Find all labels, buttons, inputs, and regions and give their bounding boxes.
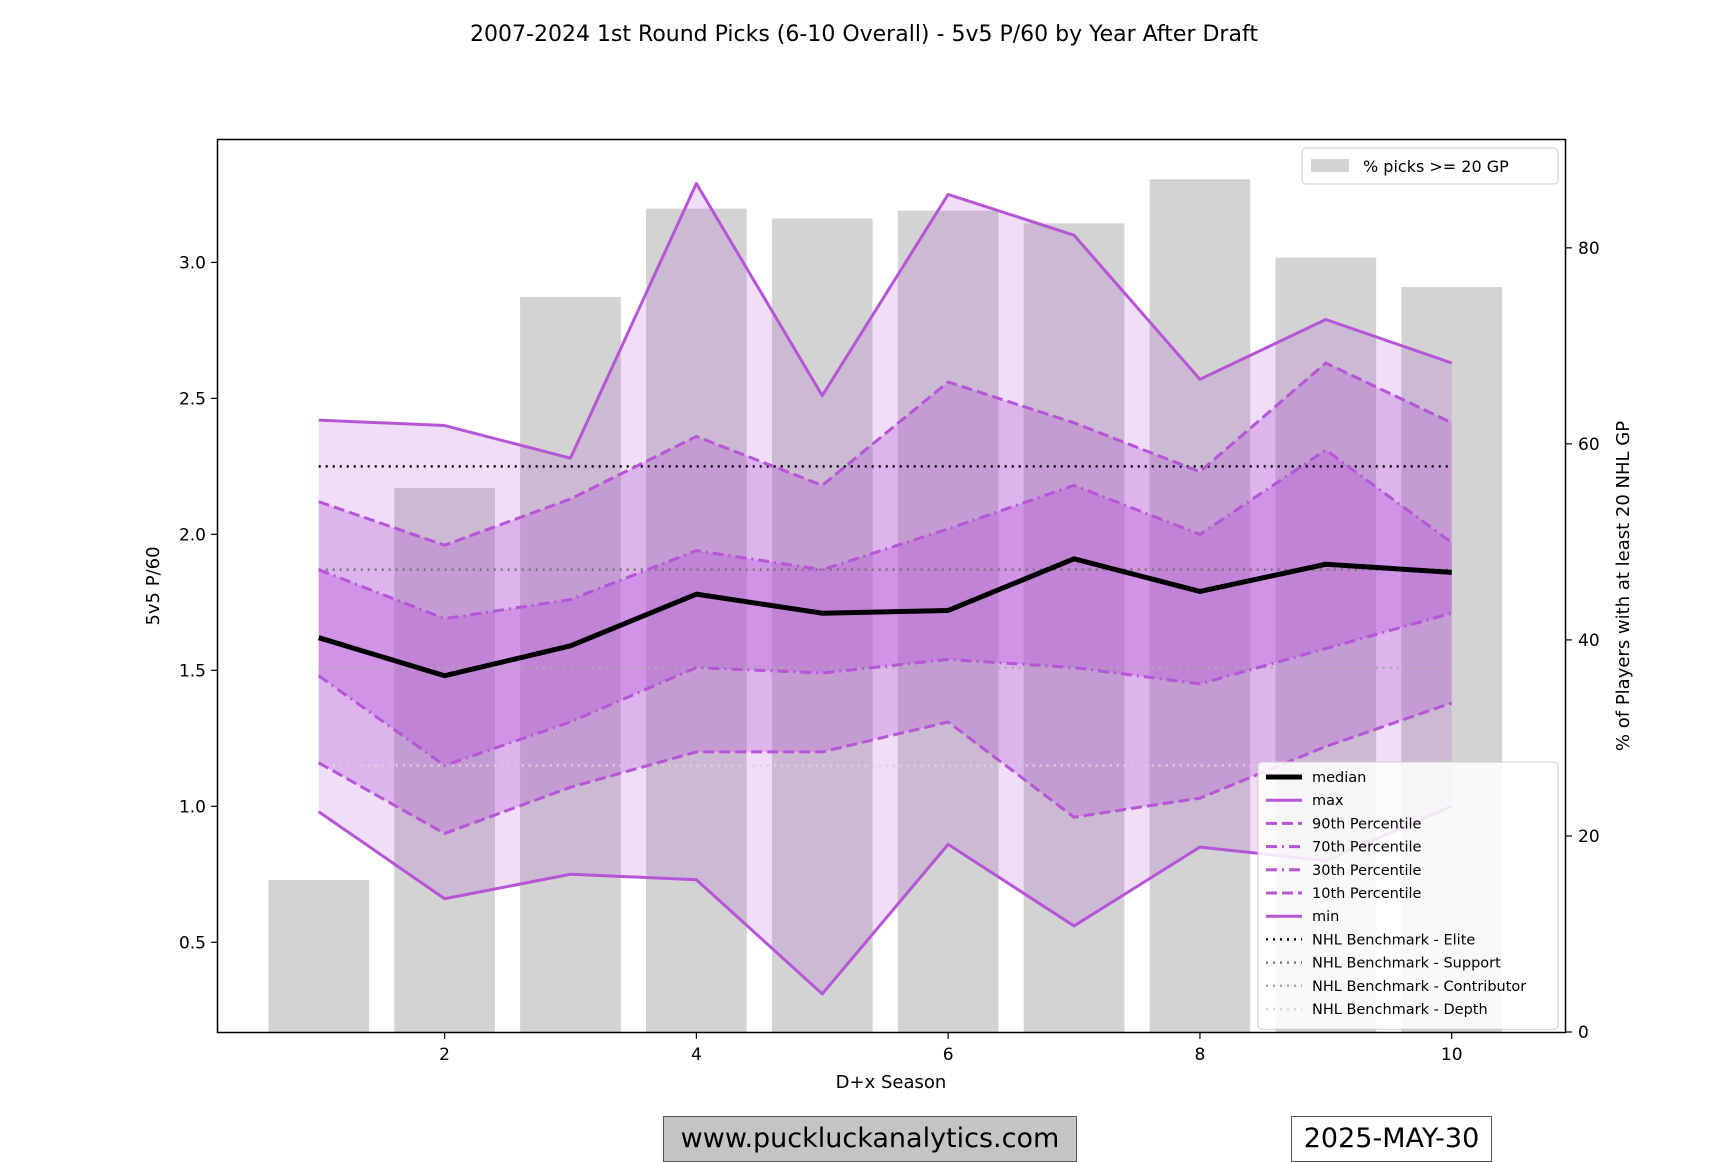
band-min-max: [318, 183, 1452, 994]
website-watermark: www.puckluckanalytics.com: [663, 1116, 1077, 1162]
bar-5: [771, 218, 873, 1032]
x-tick-label: 6: [943, 1045, 954, 1065]
y-tick-label: 2.0: [179, 525, 206, 545]
x-tick-label: 2: [439, 1045, 450, 1065]
y-tick-label: 0.5: [179, 933, 206, 953]
legend-label-min: min: [1312, 909, 1339, 925]
bar-legend-box: [1301, 147, 1559, 185]
y2-tick-label: 60: [1578, 435, 1600, 455]
chart-title: 2007-2024 1st Round Picks (6-10 Overall)…: [470, 22, 1258, 47]
legend-label-90th-percentile: 90th Percentile: [1312, 816, 1422, 832]
series-line-median: [317, 556, 1452, 679]
y-tick-label: 1.0: [179, 797, 206, 817]
bar-legend-label: % picks >= 20 GP: [1363, 157, 1509, 176]
y-tick-label: 2.5: [179, 389, 206, 409]
line-legend-box: [1257, 761, 1559, 1030]
x-tick-label: 10: [1441, 1045, 1463, 1065]
x-tick-label: 8: [1195, 1045, 1206, 1065]
y2-tick-label: 0: [1578, 1023, 1589, 1043]
y-axis-label: 5v5 P/60: [143, 546, 164, 625]
bands-layer: [318, 183, 1452, 994]
legend-label-nhl-benchmark-elite: NHL Benchmark - Elite: [1312, 932, 1475, 948]
x-tick-label: 4: [691, 1045, 702, 1065]
secondary-y-axis-label: % of Players with at least 20 NHL GP: [1613, 421, 1634, 751]
legend-label-max: max: [1312, 793, 1344, 809]
plot-frame: [216, 138, 1567, 1034]
y2-tick-label: 40: [1578, 631, 1600, 651]
legend-label-nhl-benchmark-depth: NHL Benchmark - Depth: [1312, 1002, 1488, 1018]
bar-3: [520, 296, 621, 1032]
y2-tick-label: 20: [1578, 827, 1600, 847]
y-tick-label: 1.5: [179, 661, 206, 681]
y-tick-label: 3.0: [179, 253, 206, 273]
band-30-70: [318, 450, 1452, 766]
band-10-90: [318, 363, 1452, 834]
bar-1: [268, 880, 370, 1032]
legend-label-10th-percentile: 10th Percentile: [1312, 886, 1422, 902]
bar-legend: % picks >= 20 GP: [1301, 147, 1559, 185]
series-line-90th-percentile: [318, 361, 1453, 547]
legend-label-70th-percentile: 70th Percentile: [1312, 840, 1422, 856]
bar-6: [897, 210, 999, 1033]
legend-label-30th-percentile: 30th Percentile: [1312, 863, 1422, 879]
bar-4: [646, 208, 747, 1033]
bar-7: [1023, 223, 1125, 1033]
legend-label-nhl-benchmark-support: NHL Benchmark - Support: [1312, 956, 1501, 972]
y2-tick-label: 80: [1578, 239, 1600, 259]
line-legend: median max 90th Percentile 70th Percentile 3…: [1257, 761, 1559, 1030]
series-line-30th-percentile: [317, 611, 1453, 767]
series-line-max: [318, 182, 1453, 460]
bar-legend-swatch: [1311, 159, 1349, 172]
legend-label-nhl-benchmark-contributor: NHL Benchmark - Contributor: [1312, 979, 1526, 995]
date-stamp: 2025-MAY-30: [1291, 1116, 1492, 1162]
legend-label-median: median: [1312, 770, 1366, 786]
axes-layer: 2 4 6 8 10 0.5 1.0 1.5 2.0 2.5 3.0 0 20 40 60 80: [179, 239, 1600, 1065]
x-axis-label: D+x Season: [836, 1072, 947, 1093]
bar-8: [1149, 179, 1251, 1032]
bar-2: [394, 487, 495, 1032]
